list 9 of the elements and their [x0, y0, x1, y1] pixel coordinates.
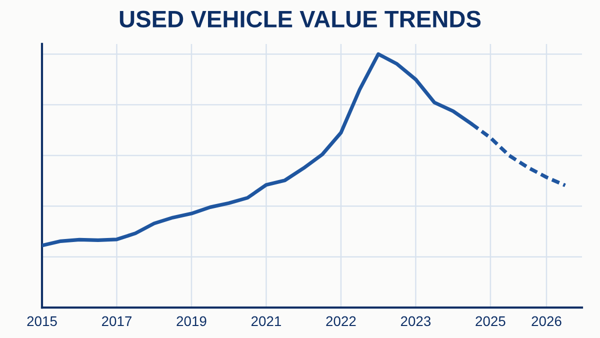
x-tick-label: 2025 — [476, 316, 506, 326]
x-tick-label: 2017 — [102, 316, 132, 326]
chart-title: USED VEHICLE VALUE TRENDS — [120, 10, 481, 28]
x-tick-label: 2023 — [400, 316, 431, 326]
x-tick-label: 2022 — [326, 316, 356, 326]
x-tick-label: 2021 — [251, 316, 281, 326]
x-tick-label: 2019 — [176, 316, 206, 326]
x-tick-label: 2015 — [27, 316, 57, 326]
x-tick-label: 2026 — [532, 316, 562, 326]
